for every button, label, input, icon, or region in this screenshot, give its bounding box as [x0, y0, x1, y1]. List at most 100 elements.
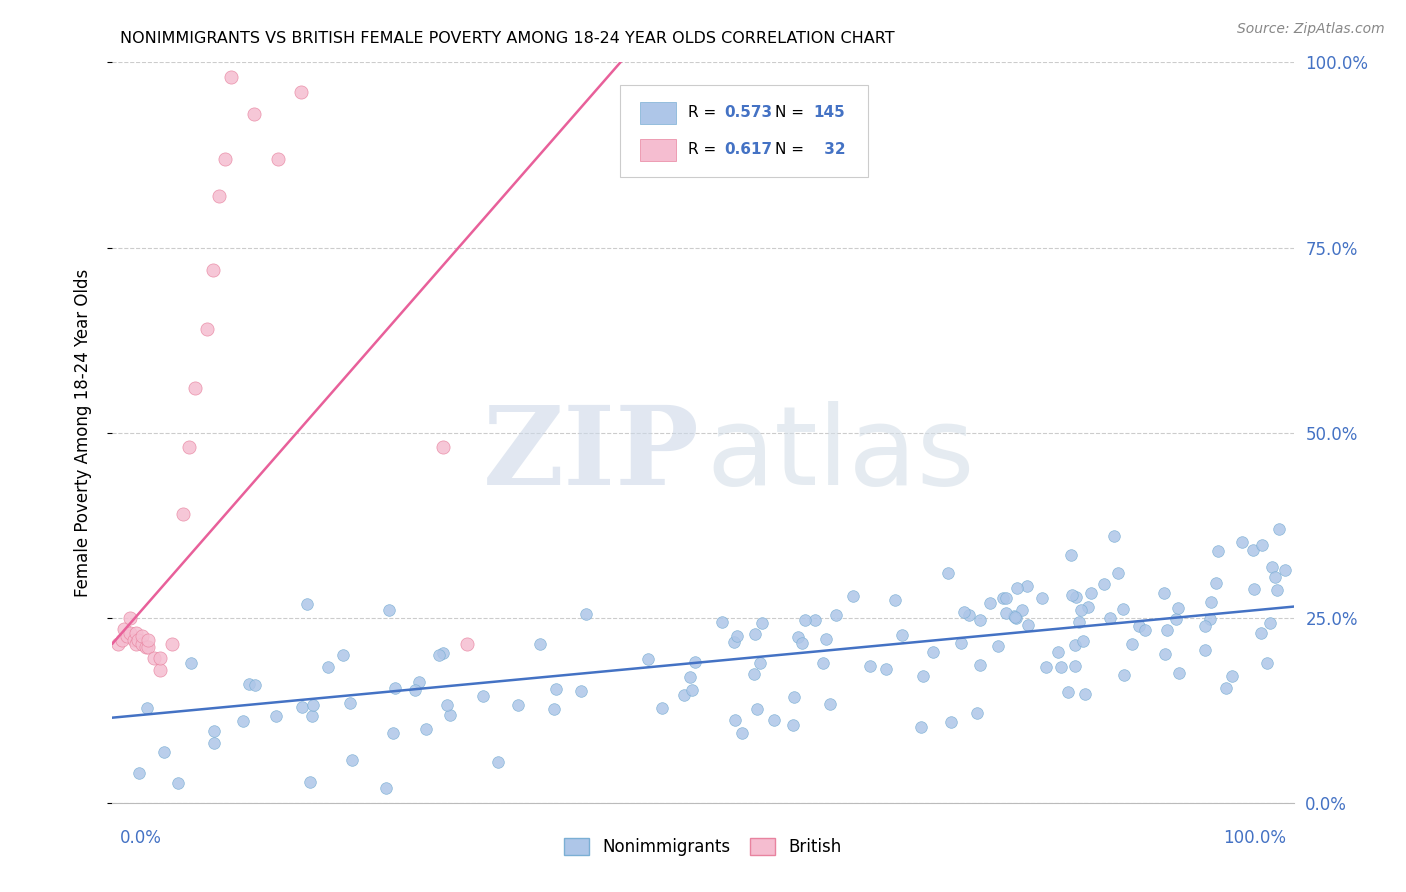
Point — [179, 441, 201, 455]
Point — [987, 640, 1010, 654]
Point — [529, 637, 551, 651]
Point — [782, 690, 804, 704]
Point — [295, 597, 318, 611]
Point — [111, 632, 134, 647]
Point — [1002, 608, 1025, 623]
Point — [762, 713, 785, 727]
Point — [128, 766, 150, 780]
Point — [1194, 643, 1216, 657]
Point — [651, 700, 673, 714]
Text: atlas: atlas — [707, 401, 974, 508]
Point — [1067, 615, 1090, 630]
Point — [787, 630, 810, 644]
Point — [748, 656, 770, 670]
Point — [201, 262, 224, 277]
Point — [208, 188, 231, 202]
Point — [1017, 578, 1039, 592]
Point — [264, 709, 287, 723]
Text: 0.617: 0.617 — [724, 142, 772, 157]
Point — [1107, 566, 1129, 581]
Point — [427, 648, 450, 663]
Point — [966, 706, 988, 720]
Point — [238, 676, 260, 690]
Text: N =: N = — [775, 104, 808, 120]
Point — [290, 85, 312, 99]
Point — [1073, 633, 1095, 648]
Point — [1080, 585, 1102, 599]
Point — [160, 637, 183, 651]
Point — [891, 628, 914, 642]
Point — [153, 745, 176, 759]
Point — [1250, 626, 1272, 640]
Point — [184, 381, 207, 395]
Point — [575, 607, 598, 621]
Point — [1050, 660, 1073, 674]
Point — [911, 668, 934, 682]
Point — [486, 756, 509, 770]
Point — [316, 660, 339, 674]
Point — [1205, 576, 1227, 591]
Point — [953, 605, 976, 619]
Point — [1264, 569, 1286, 583]
FancyBboxPatch shape — [620, 85, 869, 178]
Point — [456, 637, 478, 651]
Point — [1064, 591, 1087, 605]
Point — [1243, 582, 1265, 596]
Point — [378, 603, 401, 617]
Point — [995, 606, 1018, 620]
Point — [408, 675, 430, 690]
Point — [1060, 548, 1083, 562]
Point — [1220, 669, 1243, 683]
Point — [637, 652, 659, 666]
Point — [747, 702, 769, 716]
Point — [711, 615, 734, 629]
Point — [1215, 681, 1237, 696]
Point — [122, 632, 145, 647]
Point — [1154, 647, 1177, 661]
Point — [432, 441, 454, 455]
Text: 0.0%: 0.0% — [120, 829, 162, 847]
Bar — [640, 102, 676, 124]
Point — [543, 702, 565, 716]
Point — [136, 640, 159, 655]
Point — [991, 591, 1014, 605]
Point — [298, 775, 321, 789]
Point — [135, 640, 157, 655]
Point — [1102, 528, 1125, 542]
Point — [302, 698, 325, 712]
Point — [149, 651, 172, 665]
Point — [204, 723, 226, 738]
Point — [1251, 538, 1274, 552]
Text: 100.0%: 100.0% — [1223, 829, 1286, 847]
Point — [120, 610, 142, 624]
Point — [724, 713, 747, 727]
Point — [1004, 610, 1026, 624]
Point — [243, 107, 266, 121]
Point — [131, 637, 153, 651]
Text: R =: R = — [688, 142, 721, 157]
Point — [782, 718, 804, 732]
Point — [136, 632, 159, 647]
Point — [1167, 601, 1189, 615]
Point — [1035, 660, 1057, 674]
Legend: Nonimmigrants, British: Nonimmigrants, British — [555, 830, 851, 865]
Point — [1268, 522, 1291, 536]
Point — [136, 701, 159, 715]
Point — [679, 670, 702, 684]
Point — [941, 714, 963, 729]
Point — [384, 681, 406, 695]
Point — [790, 636, 813, 650]
Point — [1056, 685, 1078, 699]
Point — [723, 635, 745, 649]
Point — [291, 699, 314, 714]
Point — [1121, 637, 1143, 651]
Point — [820, 697, 842, 711]
Point — [167, 776, 190, 790]
Point — [1031, 591, 1053, 605]
Point — [683, 655, 706, 669]
Text: R =: R = — [688, 104, 721, 120]
Point — [149, 663, 172, 677]
Text: NONIMMIGRANTS VS BRITISH FEMALE POVERTY AMONG 18-24 YEAR OLDS CORRELATION CHART: NONIMMIGRANTS VS BRITISH FEMALE POVERTY … — [120, 31, 894, 46]
Point — [415, 722, 437, 736]
Point — [131, 629, 153, 643]
